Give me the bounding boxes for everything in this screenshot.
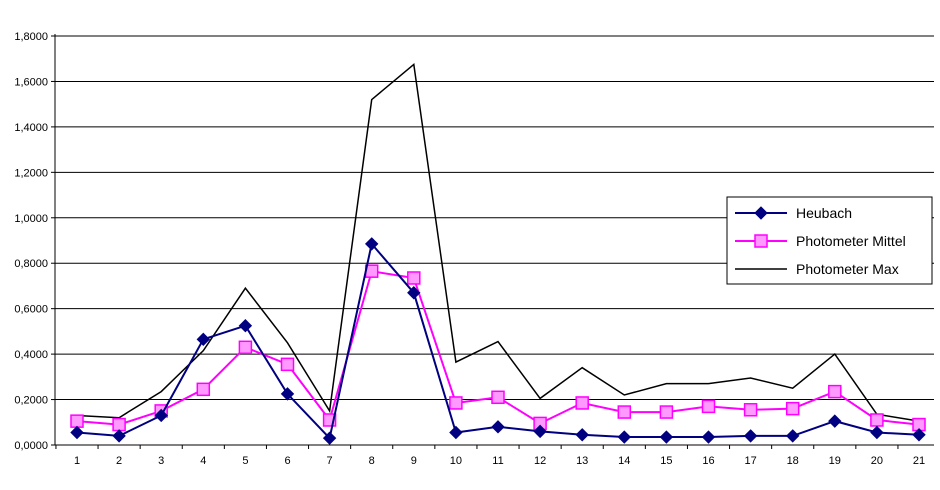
series-layer: [70, 62, 926, 445]
x-tick-label: 8: [369, 455, 375, 467]
series-heubach: [70, 237, 926, 445]
data-point: [322, 431, 337, 445]
x-tick-label: 18: [787, 455, 799, 467]
data-point: [828, 384, 842, 399]
y-tick-label: 0,4000: [14, 349, 48, 361]
data-point: [575, 396, 589, 410]
data-point: [870, 413, 884, 427]
y-tick-label: 0,2000: [14, 395, 48, 407]
data-point: [617, 430, 632, 444]
series-line: [76, 62, 920, 422]
data-point: [280, 387, 295, 401]
x-tick-label: 6: [284, 455, 290, 467]
data-point: [196, 382, 211, 397]
data-point: [154, 408, 168, 423]
x-tick-label: 7: [327, 455, 333, 467]
data-point: [449, 425, 463, 440]
data-point: [743, 429, 758, 443]
data-point: [912, 428, 926, 442]
x-tick-label: 21: [913, 455, 925, 467]
data-point: [785, 429, 800, 443]
data-point: [238, 319, 253, 333]
legend-marker: [754, 206, 768, 220]
x-tick-label: 3: [158, 455, 164, 467]
x-tick-label: 12: [534, 455, 546, 467]
grid-layer: [55, 35, 934, 401]
legend-item: Heubach: [735, 205, 852, 221]
data-point: [828, 414, 842, 428]
legend-item: Photometer Max: [735, 261, 899, 277]
data-point: [870, 425, 884, 440]
series-photometer-mittel: [70, 264, 926, 432]
data-point: [238, 340, 253, 355]
data-point: [701, 399, 716, 414]
data-point: [112, 429, 126, 443]
y-tick-label: 1,8000: [14, 31, 48, 43]
data-point: [70, 425, 84, 440]
x-tick-label: 5: [242, 455, 248, 467]
y-tick-label: 1,2000: [14, 167, 48, 179]
data-point: [701, 430, 716, 444]
x-tick-label: 11: [492, 455, 503, 467]
legend-label: Heubach: [796, 205, 852, 221]
data-point: [407, 286, 421, 300]
y-tick-label: 1,4000: [14, 122, 48, 134]
legend: Heubach Photometer Mittel Photometer Max: [726, 196, 933, 285]
x-tick-label: 17: [744, 455, 756, 467]
legend-marker: [754, 234, 768, 248]
x-tick-label: 2: [116, 455, 122, 467]
series-photometer-max: [76, 62, 920, 422]
data-point: [743, 403, 758, 417]
y-tick-label: 1,6000: [14, 76, 48, 88]
x-tick-label: 4: [200, 455, 206, 467]
data-point: [280, 357, 295, 372]
x-tick-label: 19: [829, 455, 841, 467]
x-tick-label: 1: [74, 455, 80, 467]
data-point: [491, 390, 505, 405]
data-point: [407, 271, 421, 285]
data-point: [491, 420, 505, 434]
data-point: [533, 424, 547, 439]
data-point: [112, 417, 126, 432]
x-tick-label: 14: [618, 455, 630, 467]
x-tick-label: 16: [702, 455, 714, 467]
y-tick-label: 0,6000: [14, 304, 48, 316]
legend-label: Photometer Max: [796, 261, 899, 277]
data-point: [659, 430, 674, 444]
y-tick-label: 0,0000: [14, 440, 48, 452]
x-tick-label: 9: [411, 455, 417, 467]
data-point: [449, 396, 463, 410]
data-point: [70, 414, 84, 428]
x-tick-label: 15: [660, 455, 672, 467]
data-point: [364, 237, 379, 251]
data-point: [196, 332, 211, 347]
data-point: [617, 405, 632, 419]
x-tick-label: 20: [871, 455, 883, 467]
y-tick-label: 0,8000: [14, 258, 48, 270]
y-tick-label: 1,0000: [14, 213, 48, 225]
legend-item: Photometer Mittel: [735, 233, 906, 249]
x-tick-label: 13: [576, 455, 588, 467]
data-point: [785, 401, 800, 416]
data-point: [575, 428, 589, 442]
axis-layer: 0,0000 0,2000 0,4000 0,6000 0,8000 1,0000 1,20…: [14, 31, 934, 467]
data-point: [659, 405, 674, 419]
legend-label: Photometer Mittel: [796, 233, 906, 249]
x-tick-label: 10: [450, 455, 462, 467]
